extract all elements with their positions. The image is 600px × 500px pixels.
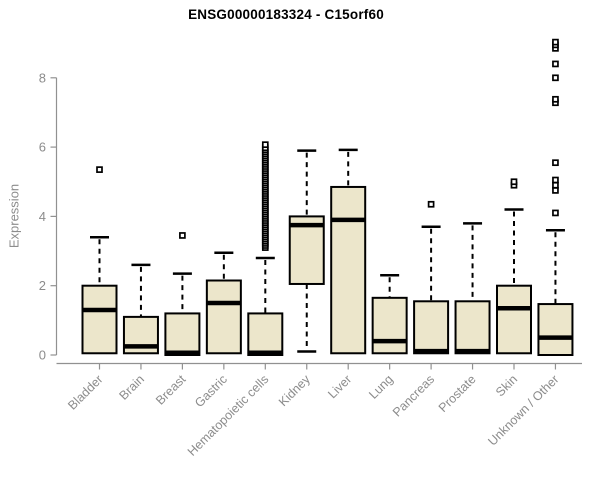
box-unknown-other [537, 38, 574, 357]
box-prostate [454, 222, 491, 355]
box-rect [537, 303, 574, 357]
category-label: Breast [153, 372, 189, 408]
outlier-point [552, 159, 559, 167]
box-rect [371, 296, 408, 355]
box-brain [122, 263, 159, 355]
outlier-point [261, 141, 269, 149]
box-rect [205, 279, 242, 355]
y-tick-label: 6 [39, 140, 46, 155]
category-label: Gastric [192, 372, 230, 410]
box-bladder [81, 166, 118, 355]
outlier-point [510, 178, 518, 186]
box-lung [371, 274, 408, 355]
outlier-point [96, 166, 103, 173]
outlier-point [552, 38, 559, 46]
chart-title: ENSG00000183324 - C15orf60 [188, 7, 384, 22]
box-pancreas [413, 200, 450, 355]
box-gastric [205, 251, 242, 355]
box-rect [288, 215, 325, 285]
y-tick-label: 8 [39, 70, 46, 85]
outlier-point [552, 187, 559, 194]
box-liver [330, 148, 367, 355]
category-label: Unknown / Other [485, 372, 561, 448]
outlier-point [552, 176, 559, 184]
box-rect [454, 300, 491, 355]
box-rect [81, 284, 118, 355]
box-rect [413, 300, 450, 355]
category-label: Hematopoietic cells [185, 372, 272, 459]
outlier-point [179, 232, 186, 239]
outlier-point [552, 209, 559, 217]
category-label: Brain [117, 372, 148, 403]
box-kidney [288, 149, 325, 353]
category-label: Prostate [436, 372, 479, 415]
y-tick-label: 4 [39, 209, 46, 224]
box-rect [247, 312, 284, 357]
category-label: Kidney [276, 372, 313, 409]
category-label: Skin [493, 372, 520, 399]
y-tick-label: 0 [39, 348, 46, 363]
box-rect [330, 185, 367, 355]
y-tick-label: 2 [39, 278, 46, 293]
category-label: Lung [366, 372, 396, 402]
box-rect [496, 284, 532, 355]
y-axis-label: Expression [6, 183, 22, 249]
outlier-point [552, 95, 559, 103]
outlier-point [552, 74, 559, 82]
box-breast [164, 232, 201, 357]
category-label: Pancreas [390, 372, 437, 419]
box-hematopoietic-cells [247, 141, 284, 357]
box-skin [496, 178, 532, 355]
outlier-point [552, 181, 559, 189]
outlier-point [552, 60, 559, 68]
box-rect [164, 312, 201, 357]
category-label: Bladder [65, 372, 105, 412]
outlier-point [427, 200, 435, 208]
category-label: Liver [325, 372, 354, 401]
